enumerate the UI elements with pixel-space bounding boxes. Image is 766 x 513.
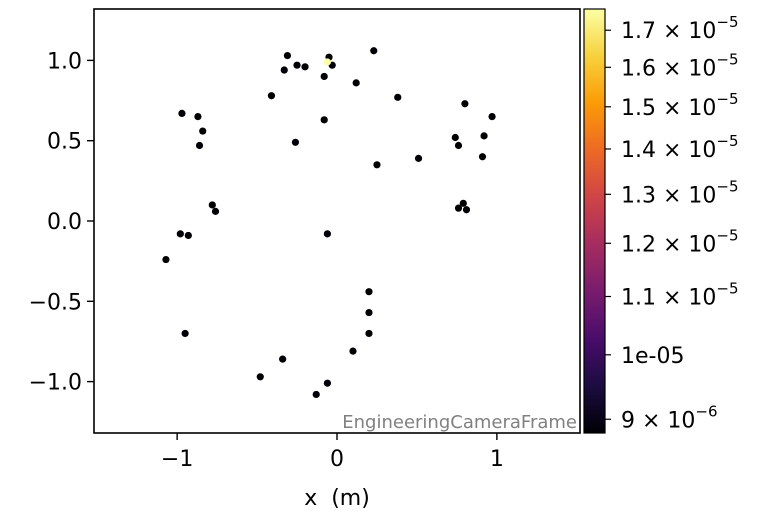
scatter-point-9 (267, 92, 276, 100)
scatter-point-18 (488, 113, 496, 121)
y-tick-label: −1.0 (29, 371, 82, 396)
scatter-point-22 (478, 153, 487, 161)
scatter-point-13 (194, 113, 202, 121)
scatter-point-42 (312, 390, 320, 399)
x-tick-label: 0 (330, 447, 344, 472)
scatter-point-36 (365, 329, 373, 338)
scatter-point-7 (370, 47, 378, 55)
scatter-point-33 (162, 255, 170, 264)
scatter-point-31 (184, 231, 192, 240)
y-tick-label: 0.0 (47, 210, 82, 235)
scatter-point-highlight (323, 58, 332, 66)
scatter-point-35 (365, 308, 373, 317)
scatter-point-28 (459, 199, 467, 207)
scatter-point-37 (181, 329, 189, 338)
x-tick-label: 1 (490, 447, 504, 472)
y-tick-label: 0.5 (47, 130, 82, 155)
scatter-point-30 (176, 230, 184, 238)
colorbar: 1.7 × 10−5 1.6 × 10−5 1.5 × 10−5 1.4 × 10−5… (583, 8, 739, 434)
scatter-point-10 (394, 93, 402, 101)
scatter-point-3 (280, 66, 288, 74)
colorbar-ticks: 1.7 × 10−5 1.6 × 10−5 1.5 × 10−5 1.4 × 10−5… (605, 13, 739, 433)
scatter-point-19 (451, 133, 459, 142)
scatter-point-40 (256, 373, 264, 381)
scatter-point-2 (301, 63, 309, 71)
colorbar-tick-label: 1.3 × 10−5 (621, 177, 739, 208)
y-tick-label: −0.5 (29, 290, 82, 315)
axes-frame (93, 8, 581, 434)
points-layer (162, 47, 496, 399)
scatter-point-12 (178, 109, 186, 117)
scatter-point-11 (320, 116, 328, 124)
scatter-point-27 (454, 204, 463, 212)
scatter-point-1 (293, 61, 301, 69)
frame-annotation: EngineeringCameraFrame (342, 412, 577, 433)
colorbar-tick-label: 1.7 × 10−5 (621, 13, 739, 44)
scatter-point-38 (349, 347, 357, 355)
scatter-point-14 (199, 127, 207, 135)
colorbar-tick-label: 9 × 10−6 (621, 402, 718, 433)
scatter-point-23 (414, 154, 423, 162)
scatter-point-25 (208, 201, 216, 209)
scatter-point-8 (352, 79, 360, 87)
scatter-point-32 (323, 230, 332, 238)
scatter-point-39 (279, 355, 287, 363)
scatter-point-41 (323, 379, 332, 387)
scatter-point-34 (365, 288, 373, 296)
colorbar-tick-label: 1.6 × 10−5 (621, 50, 739, 81)
scatter-point-17 (461, 100, 469, 108)
colorbar-gradient (583, 8, 606, 434)
scatter-point-20 (454, 141, 463, 150)
scatter-point-24 (373, 161, 381, 169)
scatter-point-6 (320, 72, 328, 81)
x-tick-label: −1 (161, 447, 193, 472)
scatter-point-16 (291, 138, 300, 146)
colorbar-tick-label: 1.1 × 10−5 (621, 280, 739, 311)
x-axis: −1 0 1 (161, 433, 504, 472)
y-axis: 1.0 0.5 0.0 −0.5 −1.0 (29, 49, 94, 396)
colorbar-tick-label: 1.4 × 10−5 (621, 132, 739, 163)
colorbar-tick-label: 1.2 × 10−5 (621, 226, 739, 257)
scatter-point-0 (283, 51, 292, 60)
scatter-point-21 (480, 132, 488, 140)
scatter-point-15 (195, 141, 204, 150)
colorbar-tick-label: 1.5 × 10−5 (621, 90, 739, 121)
scatter-point-29 (462, 206, 471, 214)
x-axis-label: x (m) (304, 486, 370, 511)
y-tick-label: 1.0 (47, 49, 82, 74)
scatter-point-26 (211, 207, 220, 215)
colorbar-tick-label: 1e-05 (621, 344, 684, 369)
